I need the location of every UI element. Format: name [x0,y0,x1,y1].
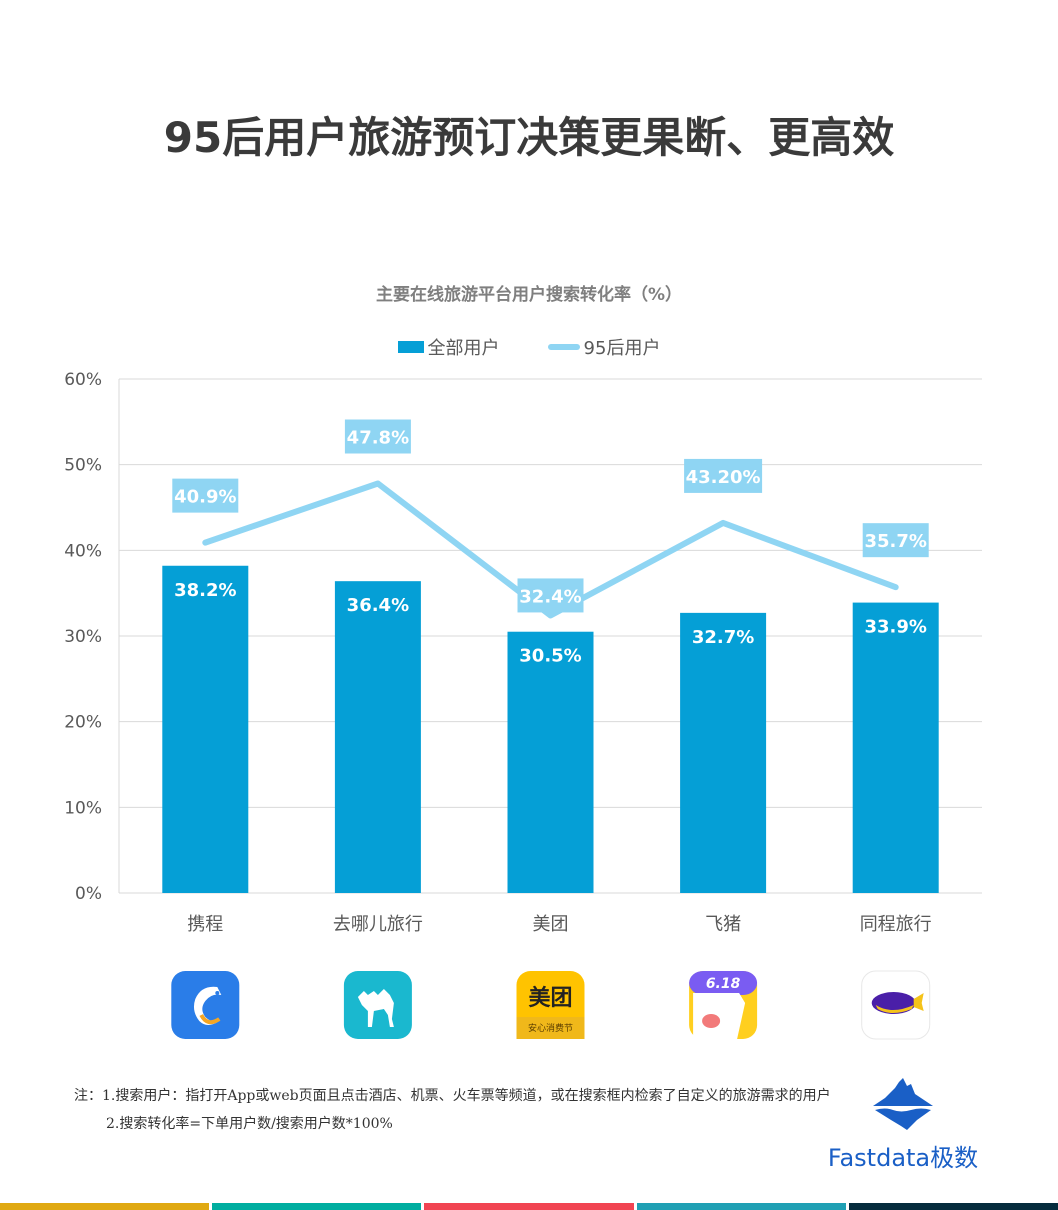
meituan-icon-text: 美团 [528,985,572,1011]
footnote-line-1: 注：1.搜索用户：指打开App或web页面且点击酒店、机票、火车票等频道，或在搜… [74,1088,831,1104]
combo-chart: 0% 10% 20% 30% 40% 50% 60% 38.2% 36.4% 30.5% 32.7… [64,370,982,1040]
fliggy-icon-badge: 6.18 [706,976,741,992]
page-title: 95后用户旅游预订决策更果断、更高效 [163,113,895,162]
footnote-line-2: 2.搜索转化率=下单用户数/搜索用户数*100% [106,1116,393,1132]
x-tick-label: 飞猪 [705,914,741,935]
y-tick-label: 30% [64,627,102,647]
bar [680,612,767,893]
chart-legend: 全部用户 95后用户 [0,334,1058,360]
line-value-label-box [862,523,929,558]
line-value-label-box [684,458,763,493]
line-value-label: 32.4% [519,586,581,607]
legend-label-gen95-users: 95后用户 [583,338,661,359]
line-series-gen95-users: 40.9% 47.8% 32.4% 43.20% 35.7% [172,419,929,619]
y-tick-label: 20% [64,713,102,733]
y-tick-label: 10% [64,798,102,818]
y-tick-label: 60% [64,370,102,390]
footer-bar-3 [424,1203,634,1210]
y-tick-label: 50% [64,456,102,476]
x-tick-label: 携程 [187,914,223,935]
line-value-label: 40.9% [174,487,236,508]
line-path [202,480,899,619]
line-value-label-box [517,578,584,613]
bar-value-label: 38.2% [174,580,236,601]
legend-label-all-users: 全部用户 [427,338,500,359]
bar-value-label: 32.7% [692,627,754,648]
x-tick-label: 同程旅行 [860,914,932,935]
line-value-label: 43.20% [686,467,761,488]
legend-item-all-users: 全部用户 [397,334,500,360]
brand-name: Fastdata极数 [827,1144,979,1172]
footer-color-bars [0,1203,1058,1210]
line-value-label: 47.8% [347,428,409,449]
meituan-icon-subtext: 安心消费节 [528,1022,573,1034]
line-value-label: 35.7% [864,531,926,552]
x-axis: 携程 去哪儿旅行 美团 飞猪 同程旅行 [187,914,931,935]
bar-value-label: 36.4% [347,595,409,616]
bar-value-label: 30.5% [519,646,581,667]
y-tick-label: 0% [75,884,102,904]
x-tick-label: 去哪儿旅行 [333,914,423,935]
x-tick-label: 美团 [533,914,569,935]
bar-series-all-users: 38.2% 36.4% 30.5% 32.7% 33.9% [162,565,939,893]
footer-bar-5 [848,1203,1058,1210]
footer-bar-1 [0,1203,210,1210]
fliggy-icon: 6.18 [689,971,758,1039]
tongcheng-icon [861,970,931,1040]
bar-value-label: 33.9% [864,617,926,638]
ctrip-icon [171,971,240,1039]
y-axis: 0% 10% 20% 30% 40% 50% 60% [64,370,120,904]
footer-bar-4 [636,1203,846,1210]
chart-title: 主要在线旅游平台用户搜索转化率（%） [375,285,683,305]
iceberg-icon [873,1078,933,1130]
bar [162,565,249,893]
line-value-label-box [344,419,411,454]
y-tick-label: 40% [64,541,102,561]
bar [507,631,594,893]
footnote: 注：1.搜索用户：指打开App或web页面且点击酒店、机票、火车票等频道，或在搜… [74,1082,864,1138]
qunar-icon [343,971,412,1039]
bar [334,581,421,893]
bar [852,602,939,893]
footer-bar-2 [212,1203,422,1210]
line-value-label-box [172,478,239,513]
legend-item-gen95-users: 95后用户 [547,334,661,360]
brand-logo: Fastdata极数 [818,1076,988,1173]
legend-bar-swatch [397,341,424,353]
legend-line-swatch [547,344,580,350]
